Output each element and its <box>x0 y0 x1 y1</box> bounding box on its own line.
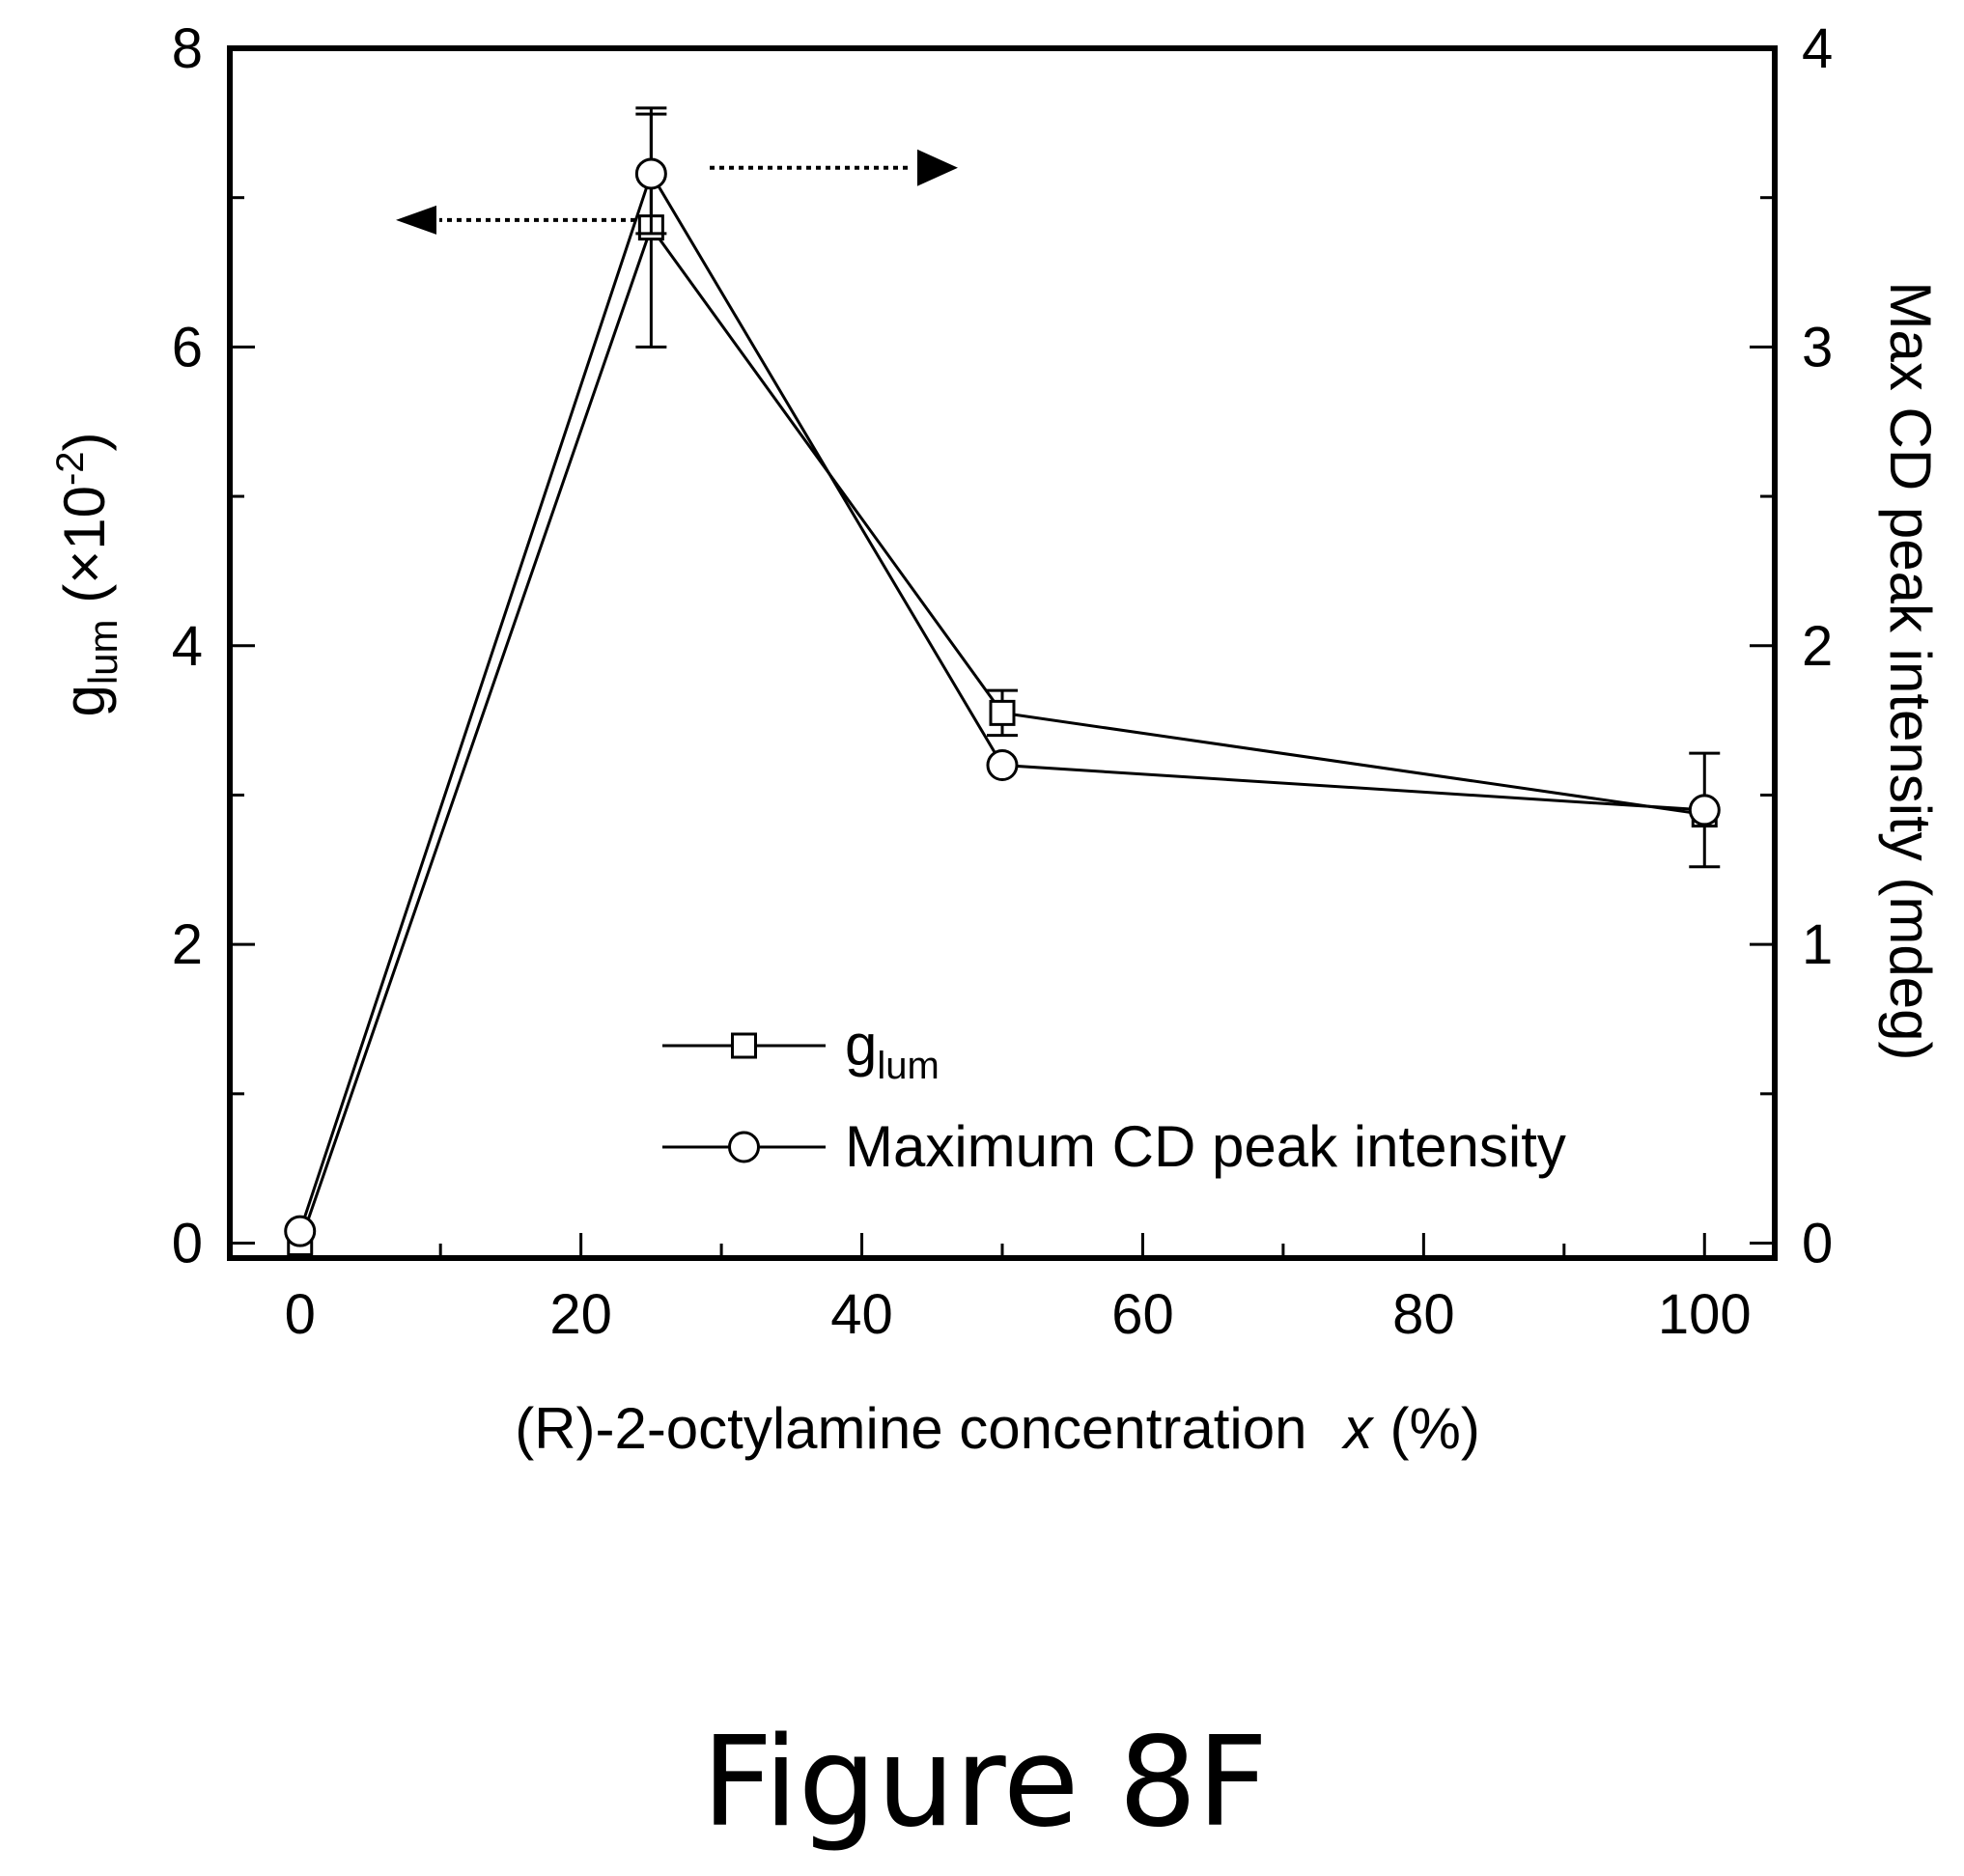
x-tick-label: 0 <box>285 1283 316 1346</box>
legend-cd-intensity-label: Maximum CD peak intensity <box>845 1114 1566 1179</box>
left-y-tick-label: 8 <box>172 17 203 80</box>
cd-intensity-series-line <box>298 170 1705 1232</box>
arrows-layer <box>396 149 958 235</box>
left-y-axis-title-sub: lum <box>80 619 126 685</box>
figure-caption: Figure 8F <box>702 1711 1269 1855</box>
x-tick-label: 20 <box>549 1283 612 1346</box>
glum-point <box>989 699 1016 726</box>
x-axis-title-variable: x <box>1341 1396 1375 1461</box>
left-y-axis-title: glum (×10-2) <box>49 432 126 716</box>
right-y-tick-label: 3 <box>1802 316 1833 378</box>
right-y-tick-label: 4 <box>1802 17 1833 80</box>
legend-glum-marker <box>731 1032 757 1059</box>
left-y-axis-title-paren-close: ) <box>52 432 117 451</box>
left-y-tick-label: 6 <box>172 316 203 378</box>
plot-frame-layer <box>227 45 1778 1261</box>
legend-glum-label: glum <box>845 1013 940 1087</box>
cd-intensity-point <box>634 157 667 190</box>
left-y-axis-title-main: g <box>52 685 117 716</box>
legend-cd-intensity-marker <box>728 1131 760 1163</box>
plot-frame <box>227 45 1778 1261</box>
right-y-axis-title: Max CD peak intensity (mdeg) <box>1878 282 1943 1061</box>
legend: glum Maximum CD peak intensity <box>662 1013 1566 1179</box>
cd-intensity-point <box>284 1215 317 1247</box>
x-tick-label: 100 <box>1658 1283 1752 1346</box>
left-y-axis-title-mult: ×10 <box>52 486 117 584</box>
left-y-axis-title-paren-open: ( <box>52 584 117 620</box>
x-axis-title-unit: (%) <box>1390 1396 1480 1461</box>
left-y-tick-label: 2 <box>172 913 203 976</box>
left-y-axis-title-sup: -2 <box>49 451 92 486</box>
legend-glum-label-main: g <box>845 1013 877 1078</box>
series-layer <box>284 106 1721 1257</box>
x-tick-label: 80 <box>1392 1283 1455 1346</box>
right-y-tick-label: 2 <box>1802 615 1833 678</box>
arrow-to-left-axis-head <box>396 205 436 235</box>
x-tick-label: 60 <box>1111 1283 1174 1346</box>
x-axis-title: (R)-2-octylamine concentration x (%) <box>515 1396 1480 1461</box>
legend-glum-label-sub: lum <box>877 1045 939 1087</box>
cd-intensity-point <box>986 749 1019 782</box>
legend-cd-intensity-label-main: Maximum CD peak intensity <box>845 1114 1566 1179</box>
left-y-tick-label: 4 <box>172 615 203 678</box>
right-y-tick-label: 0 <box>1802 1213 1833 1275</box>
right-y-tick-label: 1 <box>1802 913 1833 976</box>
left-y-tick-label: 0 <box>172 1213 203 1275</box>
cd-intensity-point <box>1688 794 1721 826</box>
x-axis-title-main: (R)-2-octylamine concentration <box>515 1396 1306 1461</box>
x-tick-label: 40 <box>830 1283 893 1346</box>
arrow-to-right-axis-head <box>917 149 958 186</box>
